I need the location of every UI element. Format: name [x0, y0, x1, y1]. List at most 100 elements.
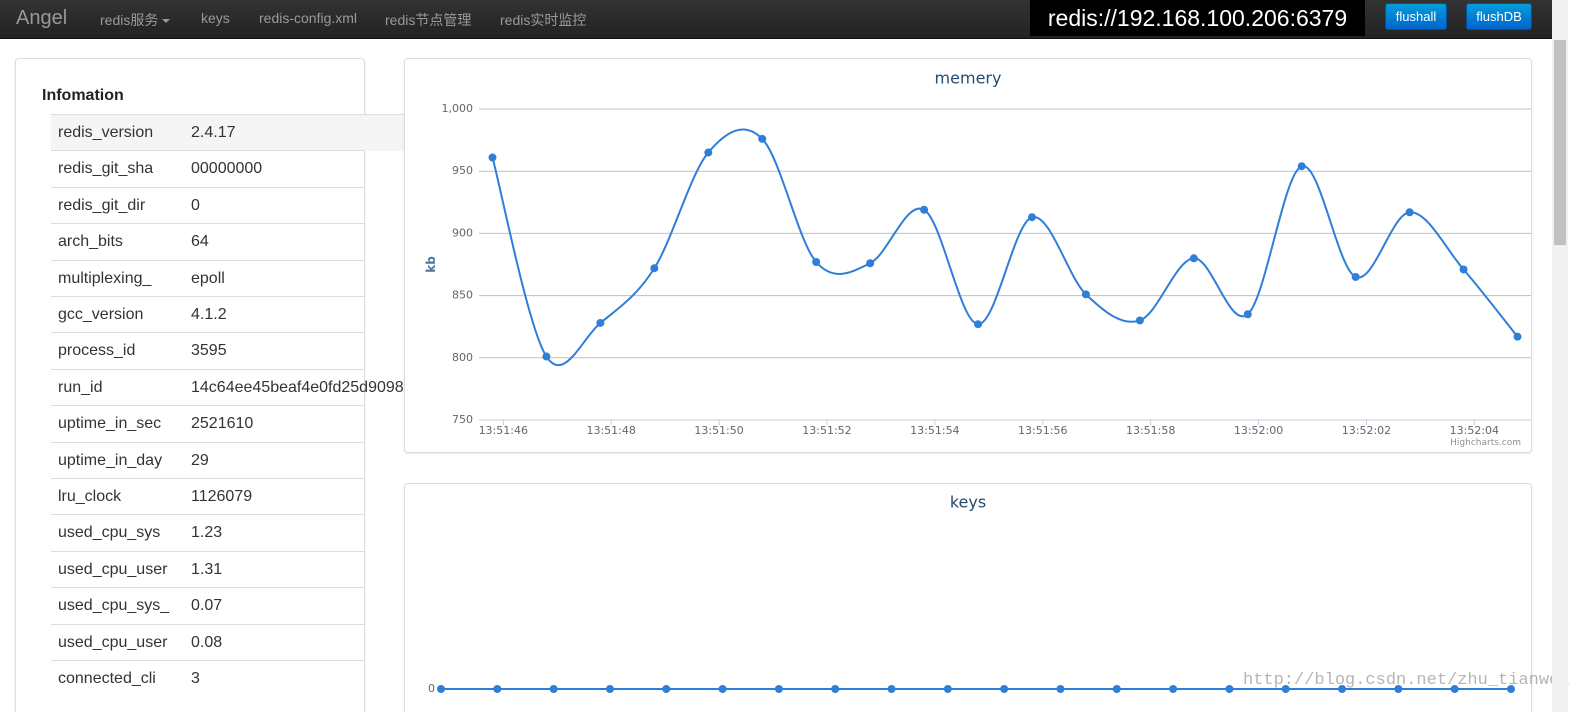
point	[1135, 316, 1144, 325]
point	[1507, 685, 1515, 693]
info-row: run_id 14c64ee45beaf4e0fd25d9098092	[51, 368, 430, 406]
x-tick-label: 13:51:48	[586, 424, 635, 437]
nav-label[interactable]: redis服务	[100, 12, 159, 28]
info-row: used_cpu_user 1.31	[51, 550, 364, 588]
point	[1513, 332, 1522, 341]
point	[774, 685, 783, 693]
info-key: redis_git_dir	[58, 196, 146, 214]
point	[1225, 685, 1234, 693]
chart-title: memery	[935, 69, 1002, 88]
point	[662, 685, 671, 693]
point	[1000, 685, 1009, 693]
info-row: connected_cli 3	[51, 660, 364, 697]
point	[1243, 310, 1252, 319]
info-row: arch_bits 64	[51, 223, 364, 260]
y-tick-label: 900	[452, 226, 473, 239]
info-key: used_cpu_sys	[58, 524, 161, 542]
x-tick-label: 13:51:54	[910, 424, 959, 437]
point	[887, 685, 896, 693]
info-key: multiplexing_	[58, 269, 152, 287]
point	[920, 205, 929, 214]
x-tick-label: 13:52:00	[1234, 424, 1283, 437]
info-row: uptime_in_day 29	[51, 441, 364, 479]
nav-item[interactable]: redis节点管理	[385, 12, 472, 28]
y-tick-label: 800	[452, 351, 473, 364]
point	[866, 259, 875, 268]
info-panel: Infomation redis_version 2.4.17 redis_git_…	[15, 58, 430, 712]
point	[437, 685, 445, 693]
info-row: used_cpu_sys_ 0.07	[51, 587, 364, 624]
info-value: 14c64ee45beaf4e0fd25d9098092	[191, 378, 431, 396]
info-key: process_id	[58, 342, 136, 360]
point	[1405, 208, 1414, 217]
info-row: used_cpu_user 0.08	[51, 623, 364, 661]
y-axis-label: kb	[424, 256, 438, 273]
point	[1297, 162, 1306, 171]
point	[1056, 685, 1065, 693]
info-row: redis_git_sha 00000000	[51, 150, 364, 187]
memory-chart: memery kb 750 800 850 900 950 1,000 13:51:46 13:5…	[424, 69, 1531, 448]
point	[488, 153, 497, 162]
info-value: 1.31	[191, 560, 223, 578]
server-address: redis://192.168.100.206:6379	[1030, 0, 1365, 36]
x-tick-label: 13:51:46	[479, 424, 528, 437]
watermark: http://blog.csdn.net/zhu_tianwei	[1243, 671, 1570, 690]
chart-panel: keys 0	[404, 483, 1532, 712]
info-key: used_cpu_user	[58, 633, 168, 651]
nav-item[interactable]: redis服务	[100, 10, 171, 30]
info-value: 0	[191, 196, 200, 214]
flushdb-button[interactable]: flushDB	[1466, 3, 1532, 30]
info-key: lru_clock	[58, 488, 122, 505]
info-value: 1.23	[191, 524, 223, 542]
info-row: lru_clock 1126079	[51, 478, 364, 515]
x-tick-label: 13:51:58	[1126, 424, 1175, 437]
brand[interactable]: Angel	[16, 7, 68, 29]
info-row: used_cpu_sys 1.23	[51, 514, 364, 551]
point	[1189, 254, 1198, 263]
point	[493, 685, 502, 693]
y-tick-label: 950	[452, 164, 473, 177]
info-value: 64	[191, 233, 209, 251]
point	[1169, 685, 1178, 693]
x-tick-label: 13:52:04	[1450, 424, 1499, 437]
info-value: 00000000	[191, 160, 263, 178]
point	[1450, 685, 1459, 693]
point	[704, 148, 713, 157]
info-key: arch_bits	[58, 233, 123, 251]
info-key: run_id	[58, 378, 103, 396]
point	[718, 685, 727, 693]
info-key: uptime_in_day	[58, 451, 163, 469]
info-value: 2.4.17	[191, 124, 236, 141]
point	[1351, 272, 1360, 281]
info-value: 4.1.2	[191, 306, 227, 323]
point	[1338, 685, 1347, 693]
info-key: redis_version	[58, 124, 154, 141]
y-tick-label: 1,000	[442, 102, 474, 115]
info-row: gcc_version 4.1.2	[51, 296, 364, 333]
point	[1112, 685, 1121, 693]
flushall-button[interactable]: flushall	[1385, 3, 1447, 30]
nav-item[interactable]: keys	[201, 10, 230, 26]
info-value: 3595	[191, 342, 227, 360]
info-value: 1126079	[191, 488, 253, 505]
info-row: redis_version 2.4.17	[51, 114, 420, 151]
caret	[162, 19, 171, 24]
point	[1027, 213, 1036, 222]
info-key: connected_cli	[58, 670, 156, 687]
point	[831, 685, 840, 693]
info-key: used_cpu_sys_	[58, 597, 170, 615]
info-row: multiplexing_ epoll	[51, 259, 364, 297]
keys-chart: keys 0	[428, 493, 1515, 695]
scrollbar-thumb	[1554, 40, 1566, 245]
y-tick-label: 750	[452, 413, 473, 426]
nav-item[interactable]: redis-config.xml	[259, 10, 358, 26]
nav-item[interactable]: redis实时监控	[500, 12, 587, 28]
y-tick-label: 850	[452, 289, 473, 302]
chart-panel: memery kb 750 800 850 900 950 1,000 13:51:46 13:5…	[404, 58, 1532, 453]
x-tick-label: 13:52:02	[1342, 424, 1391, 437]
info-value: 2521610	[191, 415, 254, 433]
chart-title: keys	[950, 493, 986, 512]
point	[812, 258, 821, 267]
point	[650, 264, 659, 273]
navbar: Angel redis服务 keys redis-config.xml redi…	[0, 0, 1568, 39]
